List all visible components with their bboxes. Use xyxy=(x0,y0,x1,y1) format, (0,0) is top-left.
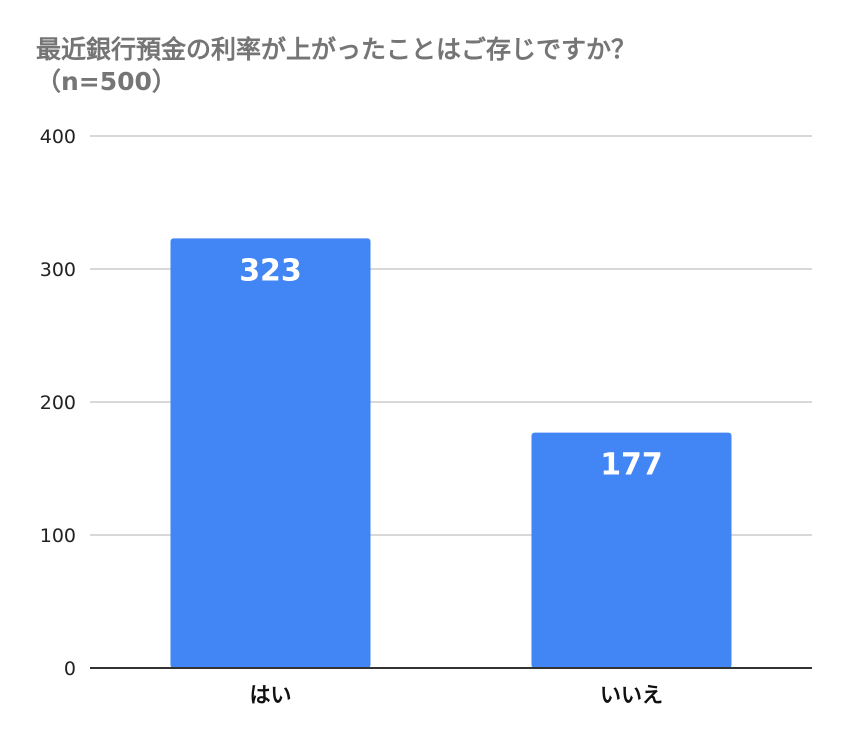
y-tick-label: 300 xyxy=(40,259,76,281)
chart-title-line1: 最近銀行預金の利率が上がったことはご存じですか？ xyxy=(36,35,637,64)
y-tick-label: 400 xyxy=(40,126,76,148)
data-label: 323 xyxy=(239,253,302,288)
y-tick-label: 0 xyxy=(64,658,76,680)
x-tick-label: はい xyxy=(250,683,292,707)
x-tick-label: いいえ xyxy=(600,683,663,707)
data-label: 177 xyxy=(600,448,663,483)
y-tick-label: 200 xyxy=(40,392,76,414)
bar xyxy=(170,238,371,668)
bar xyxy=(531,432,732,668)
chart-title-line2: （n=500） xyxy=(36,67,177,96)
y-tick-label: 100 xyxy=(40,525,76,547)
chart-title: 最近銀行預金の利率が上がったことはご存じですか？ （n=500） xyxy=(36,34,826,98)
